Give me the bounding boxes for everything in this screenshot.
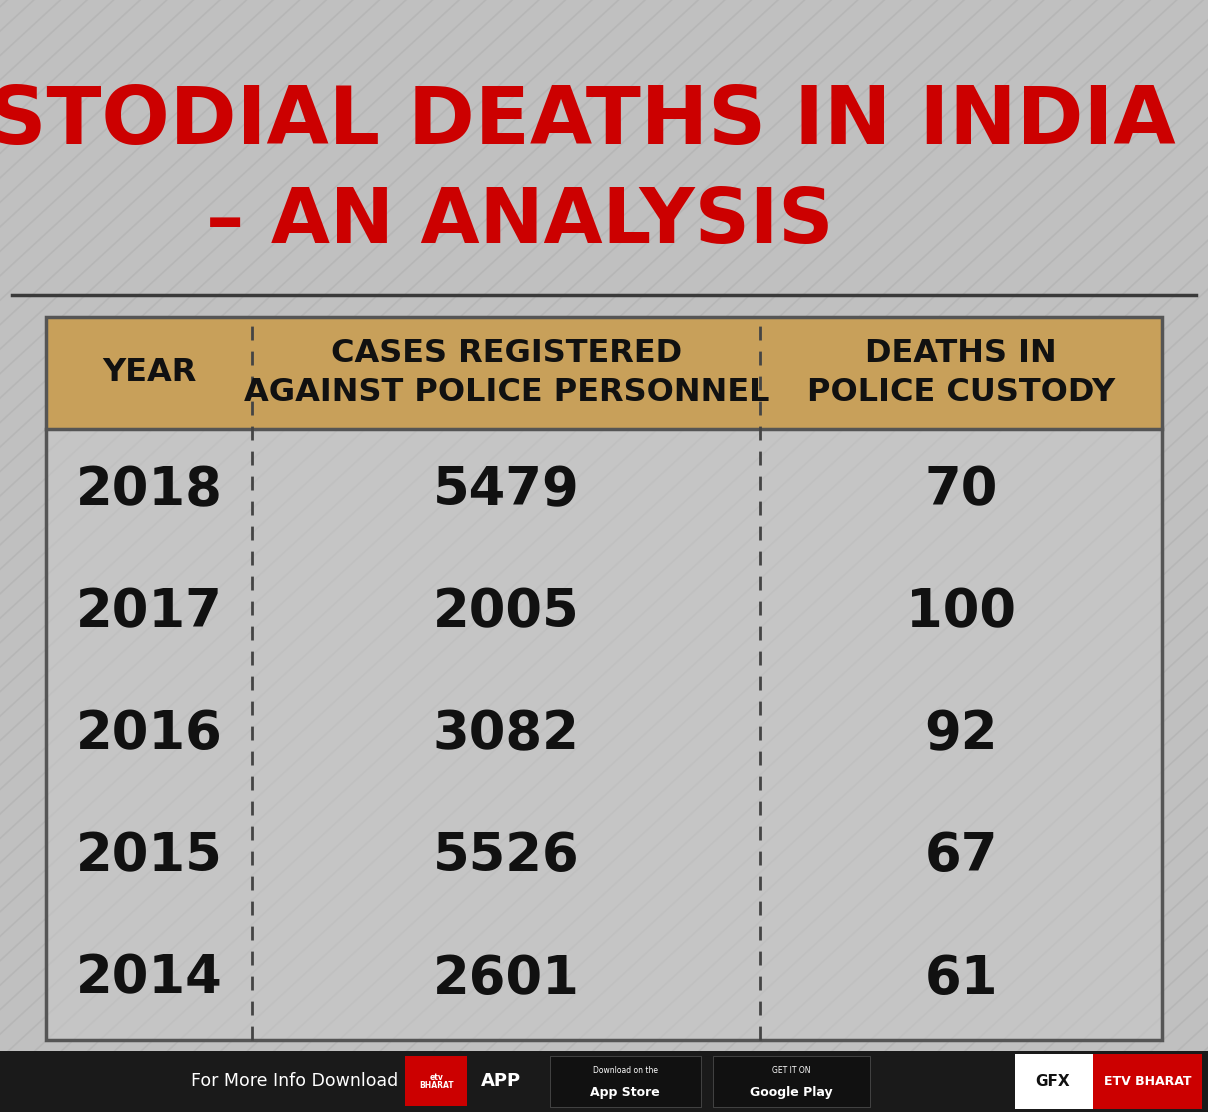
Text: 3082: 3082 bbox=[432, 708, 580, 761]
Text: 61: 61 bbox=[924, 953, 998, 1004]
Text: 2016: 2016 bbox=[76, 708, 222, 761]
Bar bbox=[0, 1051, 1208, 1112]
Text: 2014: 2014 bbox=[76, 953, 222, 1004]
Bar bbox=[405, 1056, 467, 1106]
Text: 92: 92 bbox=[924, 708, 998, 761]
Text: 2015: 2015 bbox=[76, 831, 222, 883]
Text: 2601: 2601 bbox=[432, 953, 580, 1004]
Text: 5479: 5479 bbox=[432, 464, 580, 516]
Text: 2017: 2017 bbox=[76, 586, 222, 638]
Text: Download on the: Download on the bbox=[593, 1066, 657, 1075]
Text: etv
BHARAT: etv BHARAT bbox=[419, 1073, 453, 1090]
Text: 2018: 2018 bbox=[76, 464, 222, 516]
Text: 67: 67 bbox=[924, 831, 998, 883]
Text: ETV BHARAT: ETV BHARAT bbox=[1104, 1075, 1191, 1088]
Text: For More Info Download: For More Info Download bbox=[191, 1072, 399, 1091]
Text: GET IT ON: GET IT ON bbox=[772, 1066, 811, 1075]
Bar bbox=[1093, 1054, 1202, 1109]
Bar bbox=[1015, 1054, 1202, 1109]
Text: Google Play: Google Play bbox=[750, 1086, 832, 1099]
Text: 70: 70 bbox=[924, 464, 998, 516]
Text: 100: 100 bbox=[906, 586, 1016, 638]
Text: App Store: App Store bbox=[591, 1086, 660, 1099]
Bar bbox=[713, 1055, 870, 1108]
Bar bbox=[46, 317, 1162, 429]
Text: 2005: 2005 bbox=[432, 586, 580, 638]
Bar bbox=[550, 1055, 701, 1108]
Text: CASES REGISTERED
AGAINST POLICE PERSONNEL: CASES REGISTERED AGAINST POLICE PERSONNE… bbox=[244, 338, 769, 407]
Text: 5526: 5526 bbox=[432, 831, 580, 883]
Text: – AN ANALYSIS: – AN ANALYSIS bbox=[205, 186, 834, 259]
Text: DEATHS IN
POLICE CUSTODY: DEATHS IN POLICE CUSTODY bbox=[807, 338, 1115, 407]
Text: YEAR: YEAR bbox=[101, 357, 197, 388]
Text: CUSTODIAL DEATHS IN INDIA: CUSTODIAL DEATHS IN INDIA bbox=[0, 83, 1175, 161]
Text: APP: APP bbox=[481, 1072, 522, 1091]
Text: GFX: GFX bbox=[1035, 1074, 1069, 1089]
Bar bbox=[46, 429, 1162, 1040]
Bar bbox=[46, 317, 1162, 1040]
